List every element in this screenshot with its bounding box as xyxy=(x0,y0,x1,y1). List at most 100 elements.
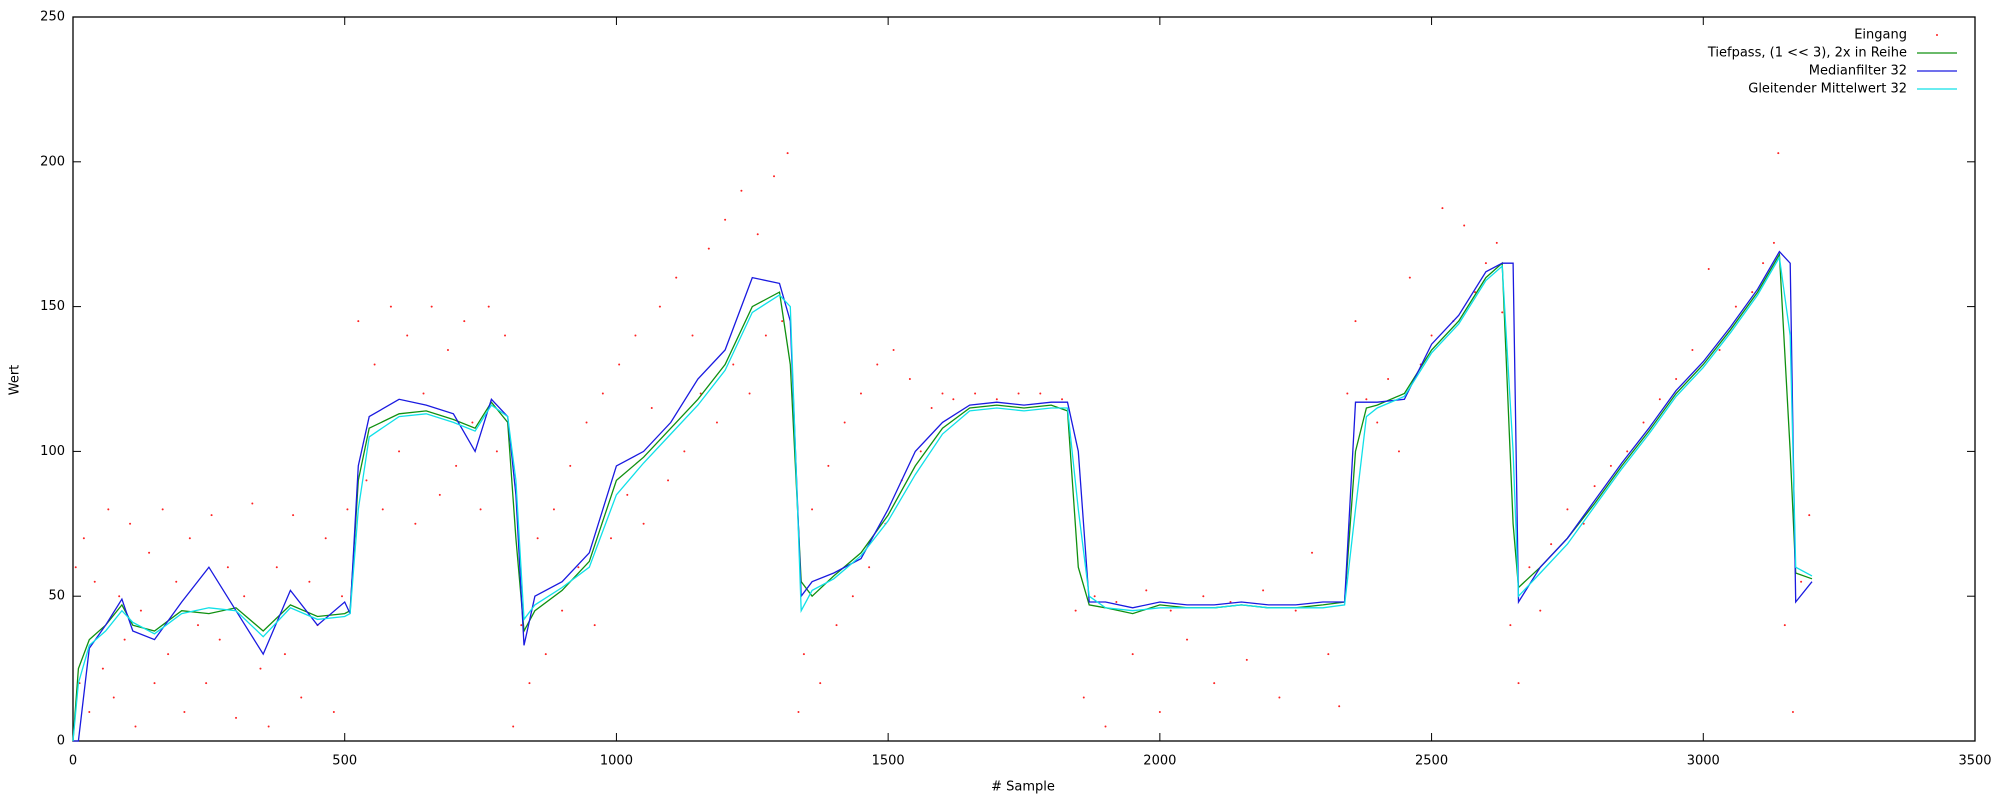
y-tick-label: 250 xyxy=(40,10,65,25)
data-point xyxy=(1642,421,1645,424)
data-point xyxy=(139,609,142,612)
data-point xyxy=(585,421,588,424)
data-point xyxy=(642,522,645,525)
data-point xyxy=(691,334,694,337)
data-point xyxy=(235,716,238,719)
data-point xyxy=(226,566,229,569)
data-point xyxy=(1734,305,1737,308)
data-point xyxy=(487,305,490,308)
data-point xyxy=(756,233,759,236)
data-point xyxy=(1245,658,1248,661)
data-point xyxy=(1093,595,1096,598)
data-point xyxy=(175,580,178,583)
data-point xyxy=(851,595,854,598)
data-point xyxy=(544,653,547,656)
data-point xyxy=(876,363,879,366)
data-point xyxy=(1762,262,1765,265)
data-point xyxy=(748,392,751,395)
data-point xyxy=(802,653,805,656)
data-point xyxy=(683,450,686,453)
data-point xyxy=(1777,152,1780,155)
data-point xyxy=(667,479,670,482)
legend-label: Medianfilter 32 xyxy=(1809,64,1907,79)
data-point xyxy=(974,392,977,395)
data-point xyxy=(1278,696,1281,699)
plot-frame xyxy=(72,16,1976,742)
data-point xyxy=(593,624,596,627)
data-point xyxy=(528,682,531,685)
y-axis-label: Wert xyxy=(8,365,23,396)
data-point xyxy=(118,595,121,598)
data-point xyxy=(112,696,115,699)
data-point xyxy=(134,725,137,728)
data-point xyxy=(1718,349,1721,352)
data-point xyxy=(1501,311,1504,314)
data-point xyxy=(1354,320,1357,323)
data-point xyxy=(495,450,498,453)
data-point xyxy=(536,537,539,540)
y-tick-label: 200 xyxy=(40,154,65,169)
data-point xyxy=(107,508,110,511)
x-axis-label: # Sample xyxy=(991,780,1055,795)
data-point xyxy=(381,508,384,511)
data-point xyxy=(634,334,637,337)
data-point xyxy=(422,392,425,395)
data-point xyxy=(1294,609,1297,612)
data-point xyxy=(797,711,800,714)
y-tick-label: 0 xyxy=(57,734,65,749)
x-tick-label: 1000 xyxy=(600,754,633,769)
data-point xyxy=(1104,725,1107,728)
data-point xyxy=(88,711,91,714)
x-tick-label: 1500 xyxy=(872,754,905,769)
data-point xyxy=(205,682,208,685)
data-point xyxy=(1441,207,1444,210)
data-point xyxy=(196,624,199,627)
data-point xyxy=(308,580,311,583)
data-point xyxy=(995,398,998,401)
data-point xyxy=(167,653,170,656)
data-point xyxy=(389,305,392,308)
data-point xyxy=(699,392,702,395)
data-point xyxy=(892,349,895,352)
data-point xyxy=(365,479,368,482)
data-point xyxy=(859,392,862,395)
data-point xyxy=(438,493,441,496)
data-point xyxy=(463,320,466,323)
data-point xyxy=(1539,609,1542,612)
data-point xyxy=(504,334,507,337)
y-tick-label: 50 xyxy=(48,589,65,604)
data-point xyxy=(1145,589,1148,592)
data-point xyxy=(811,508,814,511)
data-point xyxy=(218,638,221,641)
data-point xyxy=(618,363,621,366)
data-point xyxy=(827,464,830,467)
data-point xyxy=(1338,705,1341,708)
data-point xyxy=(1463,224,1466,227)
data-point xyxy=(773,175,776,178)
data-point xyxy=(520,624,523,627)
x-tick-label: 2000 xyxy=(1143,754,1176,769)
data-point xyxy=(626,493,629,496)
data-point xyxy=(1376,421,1379,424)
series-line xyxy=(72,255,1813,742)
data-point xyxy=(1202,595,1205,598)
data-point xyxy=(430,305,433,308)
data-point xyxy=(123,638,126,641)
data-point xyxy=(512,725,515,728)
data-point xyxy=(300,696,303,699)
data-point xyxy=(414,522,417,525)
data-point xyxy=(1800,580,1803,583)
data-point xyxy=(1509,624,1512,627)
data-point xyxy=(1213,682,1216,685)
data-point xyxy=(1751,291,1754,294)
data-point xyxy=(1397,450,1400,453)
data-point xyxy=(675,276,678,279)
data-point xyxy=(1691,349,1694,352)
data-point xyxy=(275,566,278,569)
data-point xyxy=(1017,392,1020,395)
data-point xyxy=(1495,241,1498,244)
data-point xyxy=(129,522,132,525)
data-point xyxy=(1346,392,1349,395)
